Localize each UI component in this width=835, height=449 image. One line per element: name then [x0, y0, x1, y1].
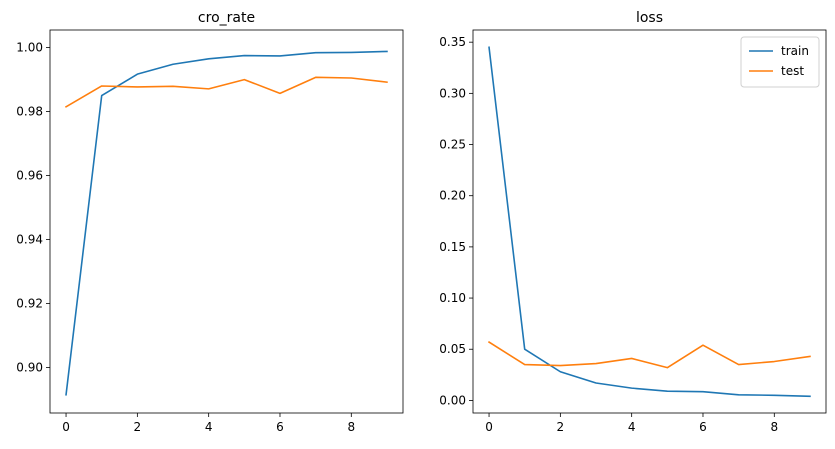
loss-ytick-label: 0.00 [439, 393, 466, 407]
cro-rate-panel: cro_rate 0 2 4 6 8 0.90 0.92 0.94 0.96 0.98 1.00 [16, 10, 404, 434]
cro-rate-ytick-label: 0.94 [16, 233, 43, 247]
loss-legend-train-label: train [781, 44, 809, 58]
loss-train-line [488, 46, 811, 398]
loss-title: loss [636, 10, 663, 26]
loss-test-line [487, 340, 811, 369]
loss-ytick-label: 0.15 [439, 240, 466, 254]
loss-legend-test-label: test [781, 64, 804, 78]
cro-rate-ytick-label: 0.98 [16, 105, 43, 119]
loss-xtick-label: 6 [699, 420, 707, 434]
cro-rate-xtick-label: 8 [347, 420, 355, 434]
loss-legend: train test [740, 36, 820, 88]
loss-xtick-label: 4 [628, 420, 636, 434]
cro-rate-test-line [64, 76, 388, 108]
cro-rate-ytick-label: 0.92 [16, 297, 43, 311]
cro-rate-train-line [65, 50, 388, 396]
loss-ytick-label: 0.10 [439, 291, 466, 305]
cro-rate-xtick-label: 2 [134, 420, 142, 434]
cro-rate-xtick-label: 0 [62, 420, 70, 434]
cro-rate-ytick-label: 0.96 [16, 169, 43, 183]
loss-xtick-label: 2 [557, 420, 565, 434]
loss-xtick-label: 0 [485, 420, 493, 434]
loss-ytick-label: 0.35 [439, 35, 466, 49]
loss-panel: loss 0 2 4 6 8 0.00 0.05 0.10 0.15 0.20 0.25 0.30 0.3… [439, 10, 827, 434]
cro-rate-ytick-label: 0.90 [16, 361, 43, 375]
loss-axes-frame [472, 29, 827, 414]
loss-ytick-label: 0.30 [439, 86, 466, 100]
loss-ytick-label: 0.20 [439, 189, 466, 203]
cro-rate-ytick-label: 1.00 [16, 41, 43, 55]
cro-rate-xtick-label: 6 [276, 420, 284, 434]
cro-rate-axes-frame [49, 29, 404, 414]
loss-legend-box [740, 36, 820, 88]
cro-rate-xtick-label: 4 [205, 420, 213, 434]
loss-ytick-label: 0.05 [439, 342, 466, 356]
loss-ytick-label: 0.25 [439, 138, 466, 152]
cro-rate-title: cro_rate [198, 10, 255, 26]
loss-xtick-label: 8 [770, 420, 778, 434]
